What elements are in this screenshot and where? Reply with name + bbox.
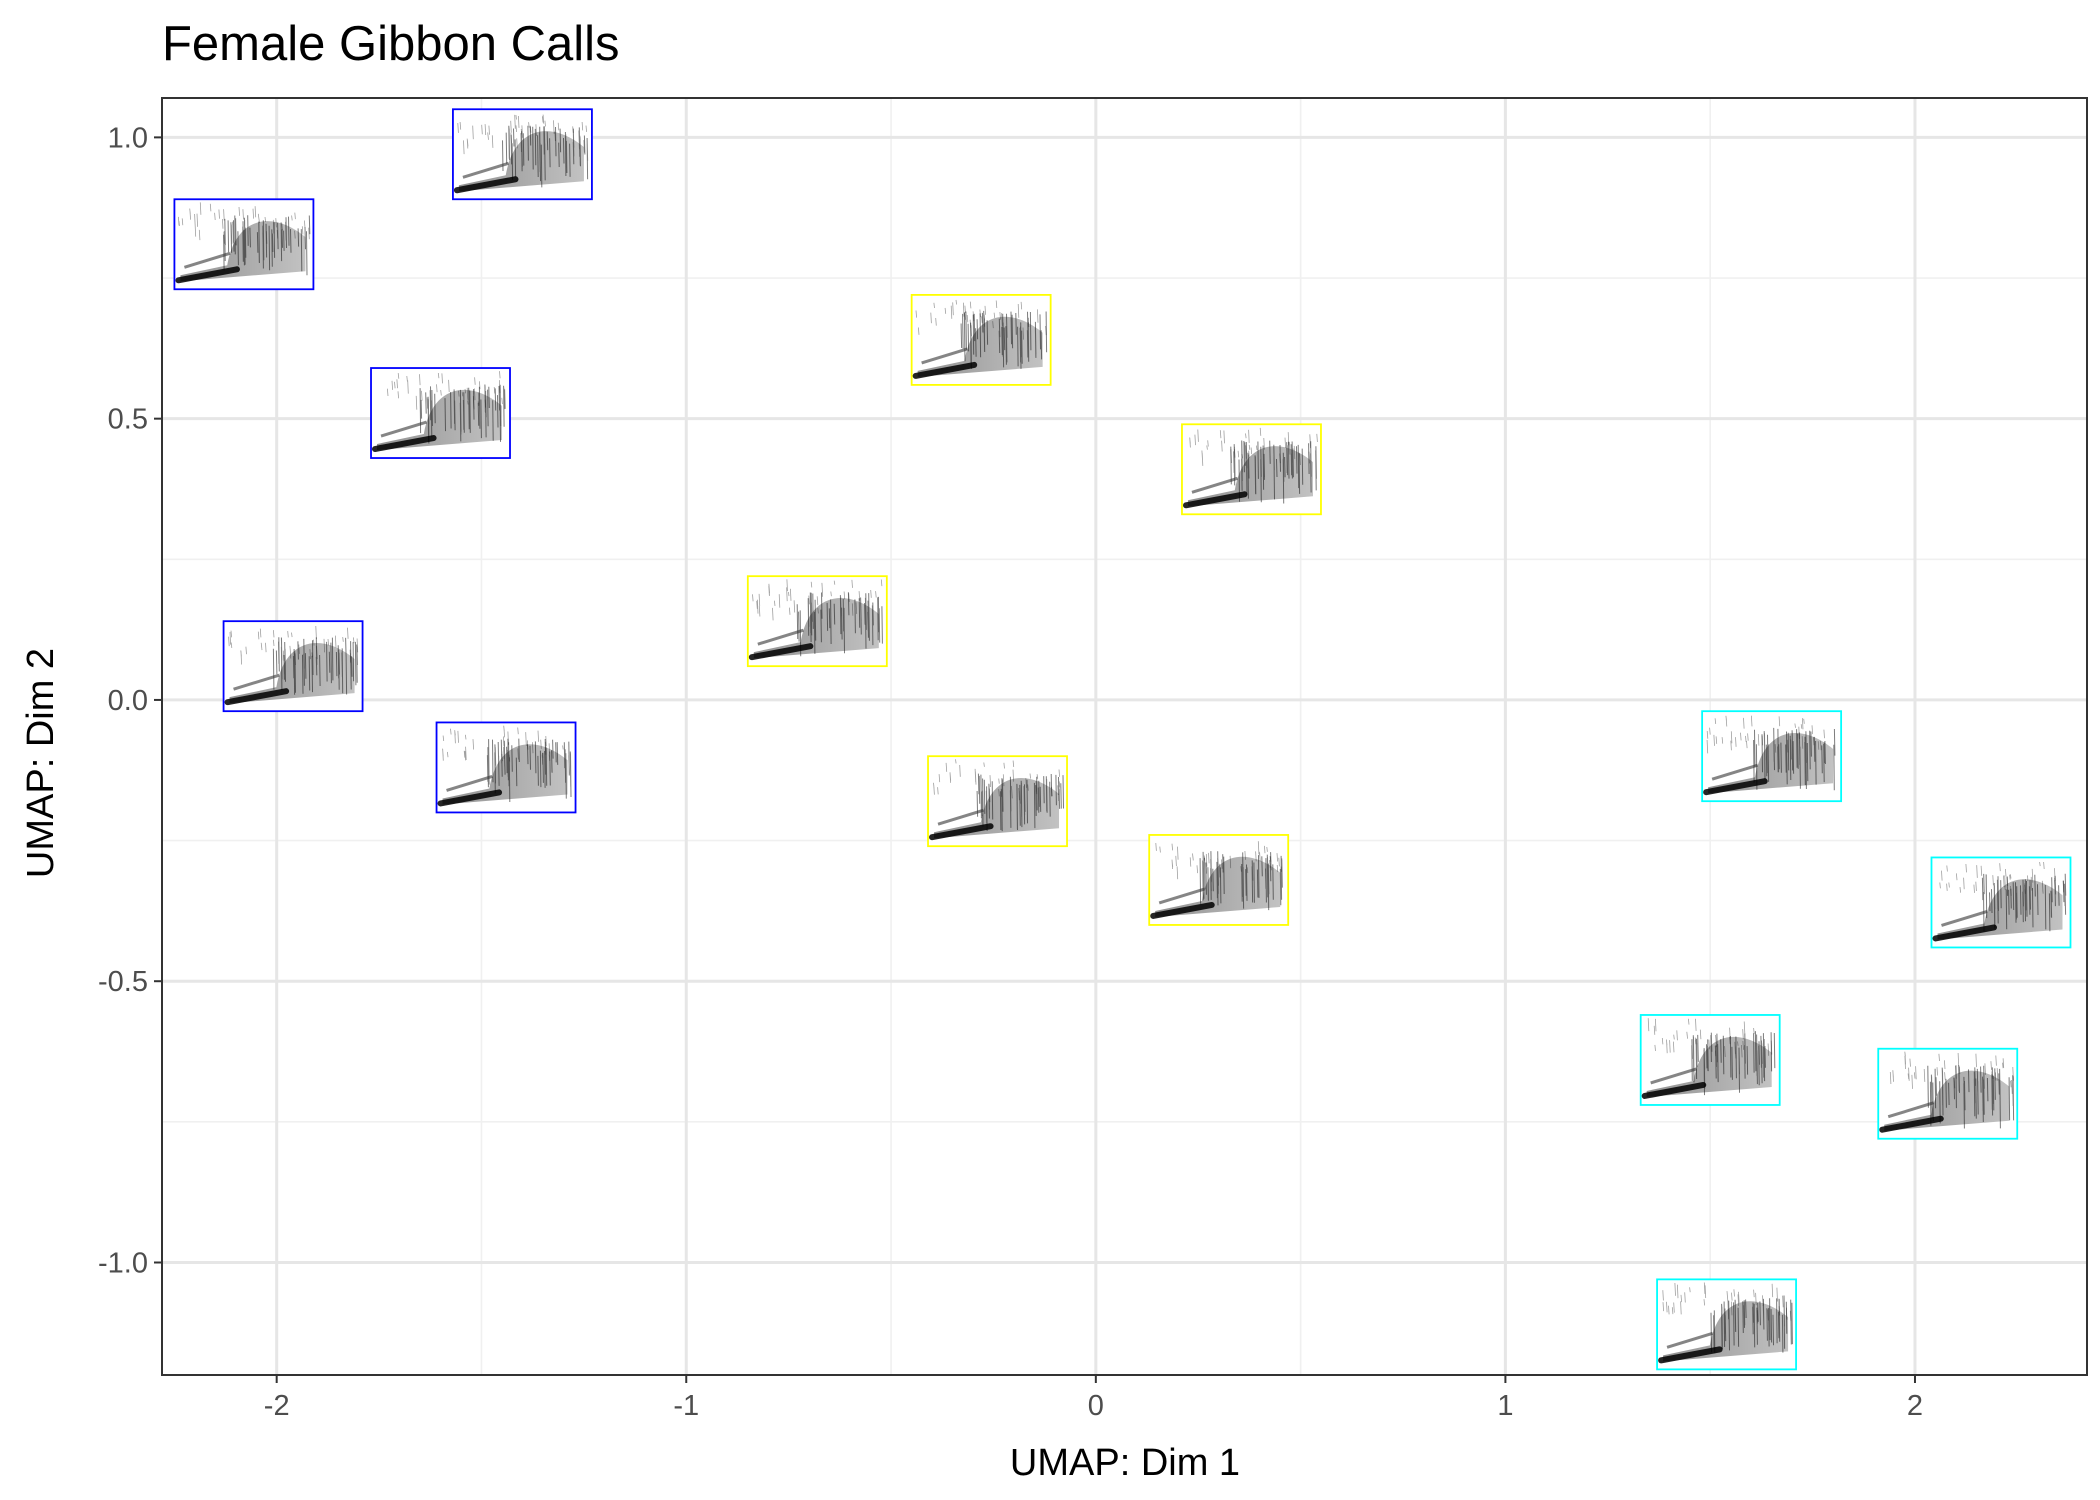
point-frame bbox=[1656, 1278, 1797, 1371]
spectrogram-point bbox=[1701, 710, 1843, 803]
y-tick-label: 0.5 bbox=[108, 404, 148, 436]
point-frame bbox=[927, 755, 1068, 848]
x-axis: -2 -1 0 1 2 bbox=[264, 1375, 1923, 1422]
spectrogram-point bbox=[1639, 1014, 1781, 1106]
x-tick-label: -1 bbox=[673, 1390, 699, 1422]
spectrogram-point bbox=[910, 293, 1052, 386]
spectrogram-point bbox=[927, 755, 1068, 848]
spectrogram-point bbox=[1656, 1278, 1797, 1371]
y-axis: -1.0 -0.5 0.0 0.5 1.0 bbox=[98, 122, 162, 1279]
y-axis-title: UMAP: Dim 2 bbox=[20, 648, 62, 878]
point-frame bbox=[1930, 856, 2072, 949]
spectrogram-point bbox=[173, 198, 315, 291]
y-tick-label: -0.5 bbox=[98, 966, 148, 998]
spectrogram-point bbox=[222, 620, 364, 713]
spectrogram-point bbox=[1877, 1047, 2019, 1140]
spectrogram-point bbox=[1148, 834, 1290, 926]
spectrogram-point bbox=[435, 721, 577, 814]
y-tick-label: 0.0 bbox=[108, 685, 148, 717]
plot-panel bbox=[161, 97, 2088, 1376]
spectrogram-point bbox=[746, 575, 888, 668]
x-tick-label: 2 bbox=[1907, 1390, 1923, 1422]
x-tick-label: 1 bbox=[1497, 1390, 1513, 1422]
point-frame bbox=[1701, 710, 1843, 803]
spectrogram-point bbox=[452, 108, 593, 201]
point-frame bbox=[1639, 1014, 1781, 1106]
point-frame bbox=[910, 293, 1052, 386]
spectrogram-point bbox=[1930, 856, 2072, 949]
x-tick-label: 0 bbox=[1088, 1390, 1104, 1422]
grid-lines bbox=[162, 98, 2087, 1375]
spectrogram-point bbox=[1181, 423, 1322, 516]
chart-title: Female Gibbon Calls bbox=[162, 17, 620, 71]
spectrogram-point bbox=[370, 367, 511, 459]
y-tick-label: 1.0 bbox=[108, 122, 148, 154]
point-frame bbox=[435, 721, 577, 814]
point-frame bbox=[746, 575, 888, 668]
y-tick-label: -1.0 bbox=[98, 1247, 148, 1279]
data-points bbox=[173, 108, 2072, 1371]
x-axis-title: UMAP: Dim 1 bbox=[1010, 1442, 1240, 1484]
point-frame bbox=[173, 198, 315, 291]
point-frame bbox=[1148, 834, 1290, 926]
x-tick-label: -2 bbox=[264, 1390, 290, 1422]
point-frame bbox=[1877, 1047, 2019, 1140]
point-frame bbox=[370, 367, 511, 459]
point-frame bbox=[222, 620, 364, 713]
point-frame bbox=[1181, 423, 1322, 516]
point-frame bbox=[452, 108, 593, 201]
